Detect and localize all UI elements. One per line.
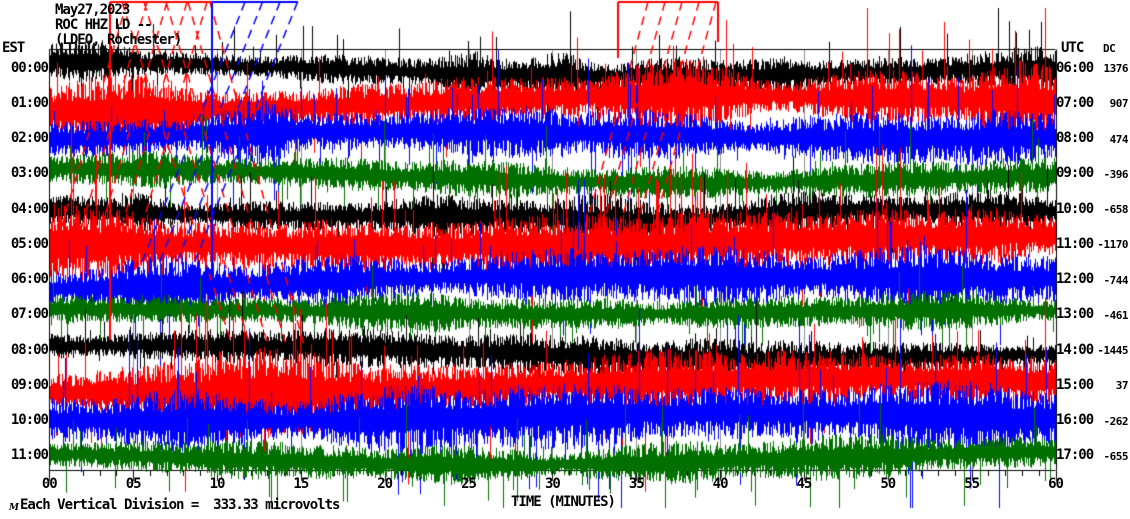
title-station: ROC HHZ LD -- bbox=[55, 17, 153, 33]
x-tick-label: 40 bbox=[712, 476, 729, 492]
row-label-est: 01:00 bbox=[10, 94, 49, 111]
x-tick-label: 60 bbox=[1048, 476, 1064, 492]
x-tick-label: 50 bbox=[880, 476, 896, 492]
row-label-dc: -658 bbox=[1103, 203, 1129, 217]
row-label-utc: 17:00 bbox=[1056, 447, 1094, 464]
row-label-dc: -396 bbox=[1103, 167, 1129, 181]
row-label-utc: 14:00 bbox=[1056, 341, 1094, 358]
x-tick-label: 20 bbox=[377, 476, 393, 492]
row-label-utc: 07:00 bbox=[1056, 94, 1094, 111]
row-label-utc: 08:00 bbox=[1056, 130, 1094, 147]
watermark-glyph: M bbox=[9, 503, 19, 513]
row-label-est: 10:00 bbox=[10, 412, 49, 429]
row-label-dc: 474 bbox=[1109, 132, 1129, 146]
row-label-utc: 10:00 bbox=[1056, 200, 1094, 217]
row-label-dc: 37 bbox=[1115, 379, 1129, 393]
row-label-dc: -744 bbox=[1103, 273, 1129, 287]
title-date: May27,2023 bbox=[55, 2, 130, 18]
row-label-utc: 16:00 bbox=[1056, 412, 1094, 429]
x-tick-label: 15 bbox=[293, 476, 309, 492]
x-tick-label: 05 bbox=[125, 476, 142, 492]
row-label-est: 06:00 bbox=[10, 271, 49, 288]
row-label-est: 07:00 bbox=[10, 306, 49, 323]
title-block: May27,2023 ROC HHZ LD -- (LDEO, Rocheste… bbox=[55, 2, 182, 48]
utc-header: UTC bbox=[1061, 40, 1084, 56]
row-label-utc: 13:00 bbox=[1056, 306, 1094, 323]
row-label-dc: 907 bbox=[1109, 97, 1129, 111]
row-label-dc: -655 bbox=[1103, 449, 1129, 463]
dc-header: DC bbox=[1103, 42, 1116, 55]
row-label-est: 04:00 bbox=[10, 200, 49, 217]
x-tick-label: 45 bbox=[796, 476, 813, 492]
x-tick-label: 00 bbox=[41, 476, 58, 492]
est-header: EST bbox=[2, 40, 25, 56]
x-tick-label: 25 bbox=[461, 476, 477, 492]
row-label-dc: 1376 bbox=[1103, 62, 1129, 75]
x-tick-label: 35 bbox=[628, 476, 645, 492]
row-label-utc: 12:00 bbox=[1056, 271, 1094, 288]
row-label-est: 11:00 bbox=[10, 447, 49, 464]
row-label-dc: -461 bbox=[1103, 308, 1129, 322]
row-label-dc: -262 bbox=[1103, 414, 1129, 428]
row-label-est: 08:00 bbox=[10, 341, 49, 358]
row-label-est: 09:00 bbox=[10, 376, 49, 393]
row-label-dc: -1170 bbox=[1097, 238, 1128, 252]
row-label-utc: 09:00 bbox=[1056, 165, 1094, 182]
row-label-dc: -1445 bbox=[1097, 344, 1128, 358]
row-label-est: 00:00 bbox=[10, 59, 49, 76]
x-axis-title: TIME (MINUTES) bbox=[510, 494, 616, 510]
title-network: (LDEO, Rochester) bbox=[55, 32, 182, 48]
row-label-est: 03:00 bbox=[10, 165, 49, 182]
x-tick-label: 10 bbox=[209, 476, 226, 492]
row-label-est: 02:00 bbox=[10, 130, 49, 147]
x-tick-label: 55 bbox=[964, 476, 980, 492]
scale-note: Each Vertical Division = 333.33 microvol… bbox=[20, 497, 340, 513]
row-label-utc: 06:00 bbox=[1056, 59, 1094, 76]
x-tick-label: 30 bbox=[544, 476, 561, 492]
row-label-utc: 15:00 bbox=[1056, 376, 1094, 393]
row-label-est: 05:00 bbox=[10, 235, 49, 252]
row-label-utc: 11:00 bbox=[1056, 235, 1094, 252]
